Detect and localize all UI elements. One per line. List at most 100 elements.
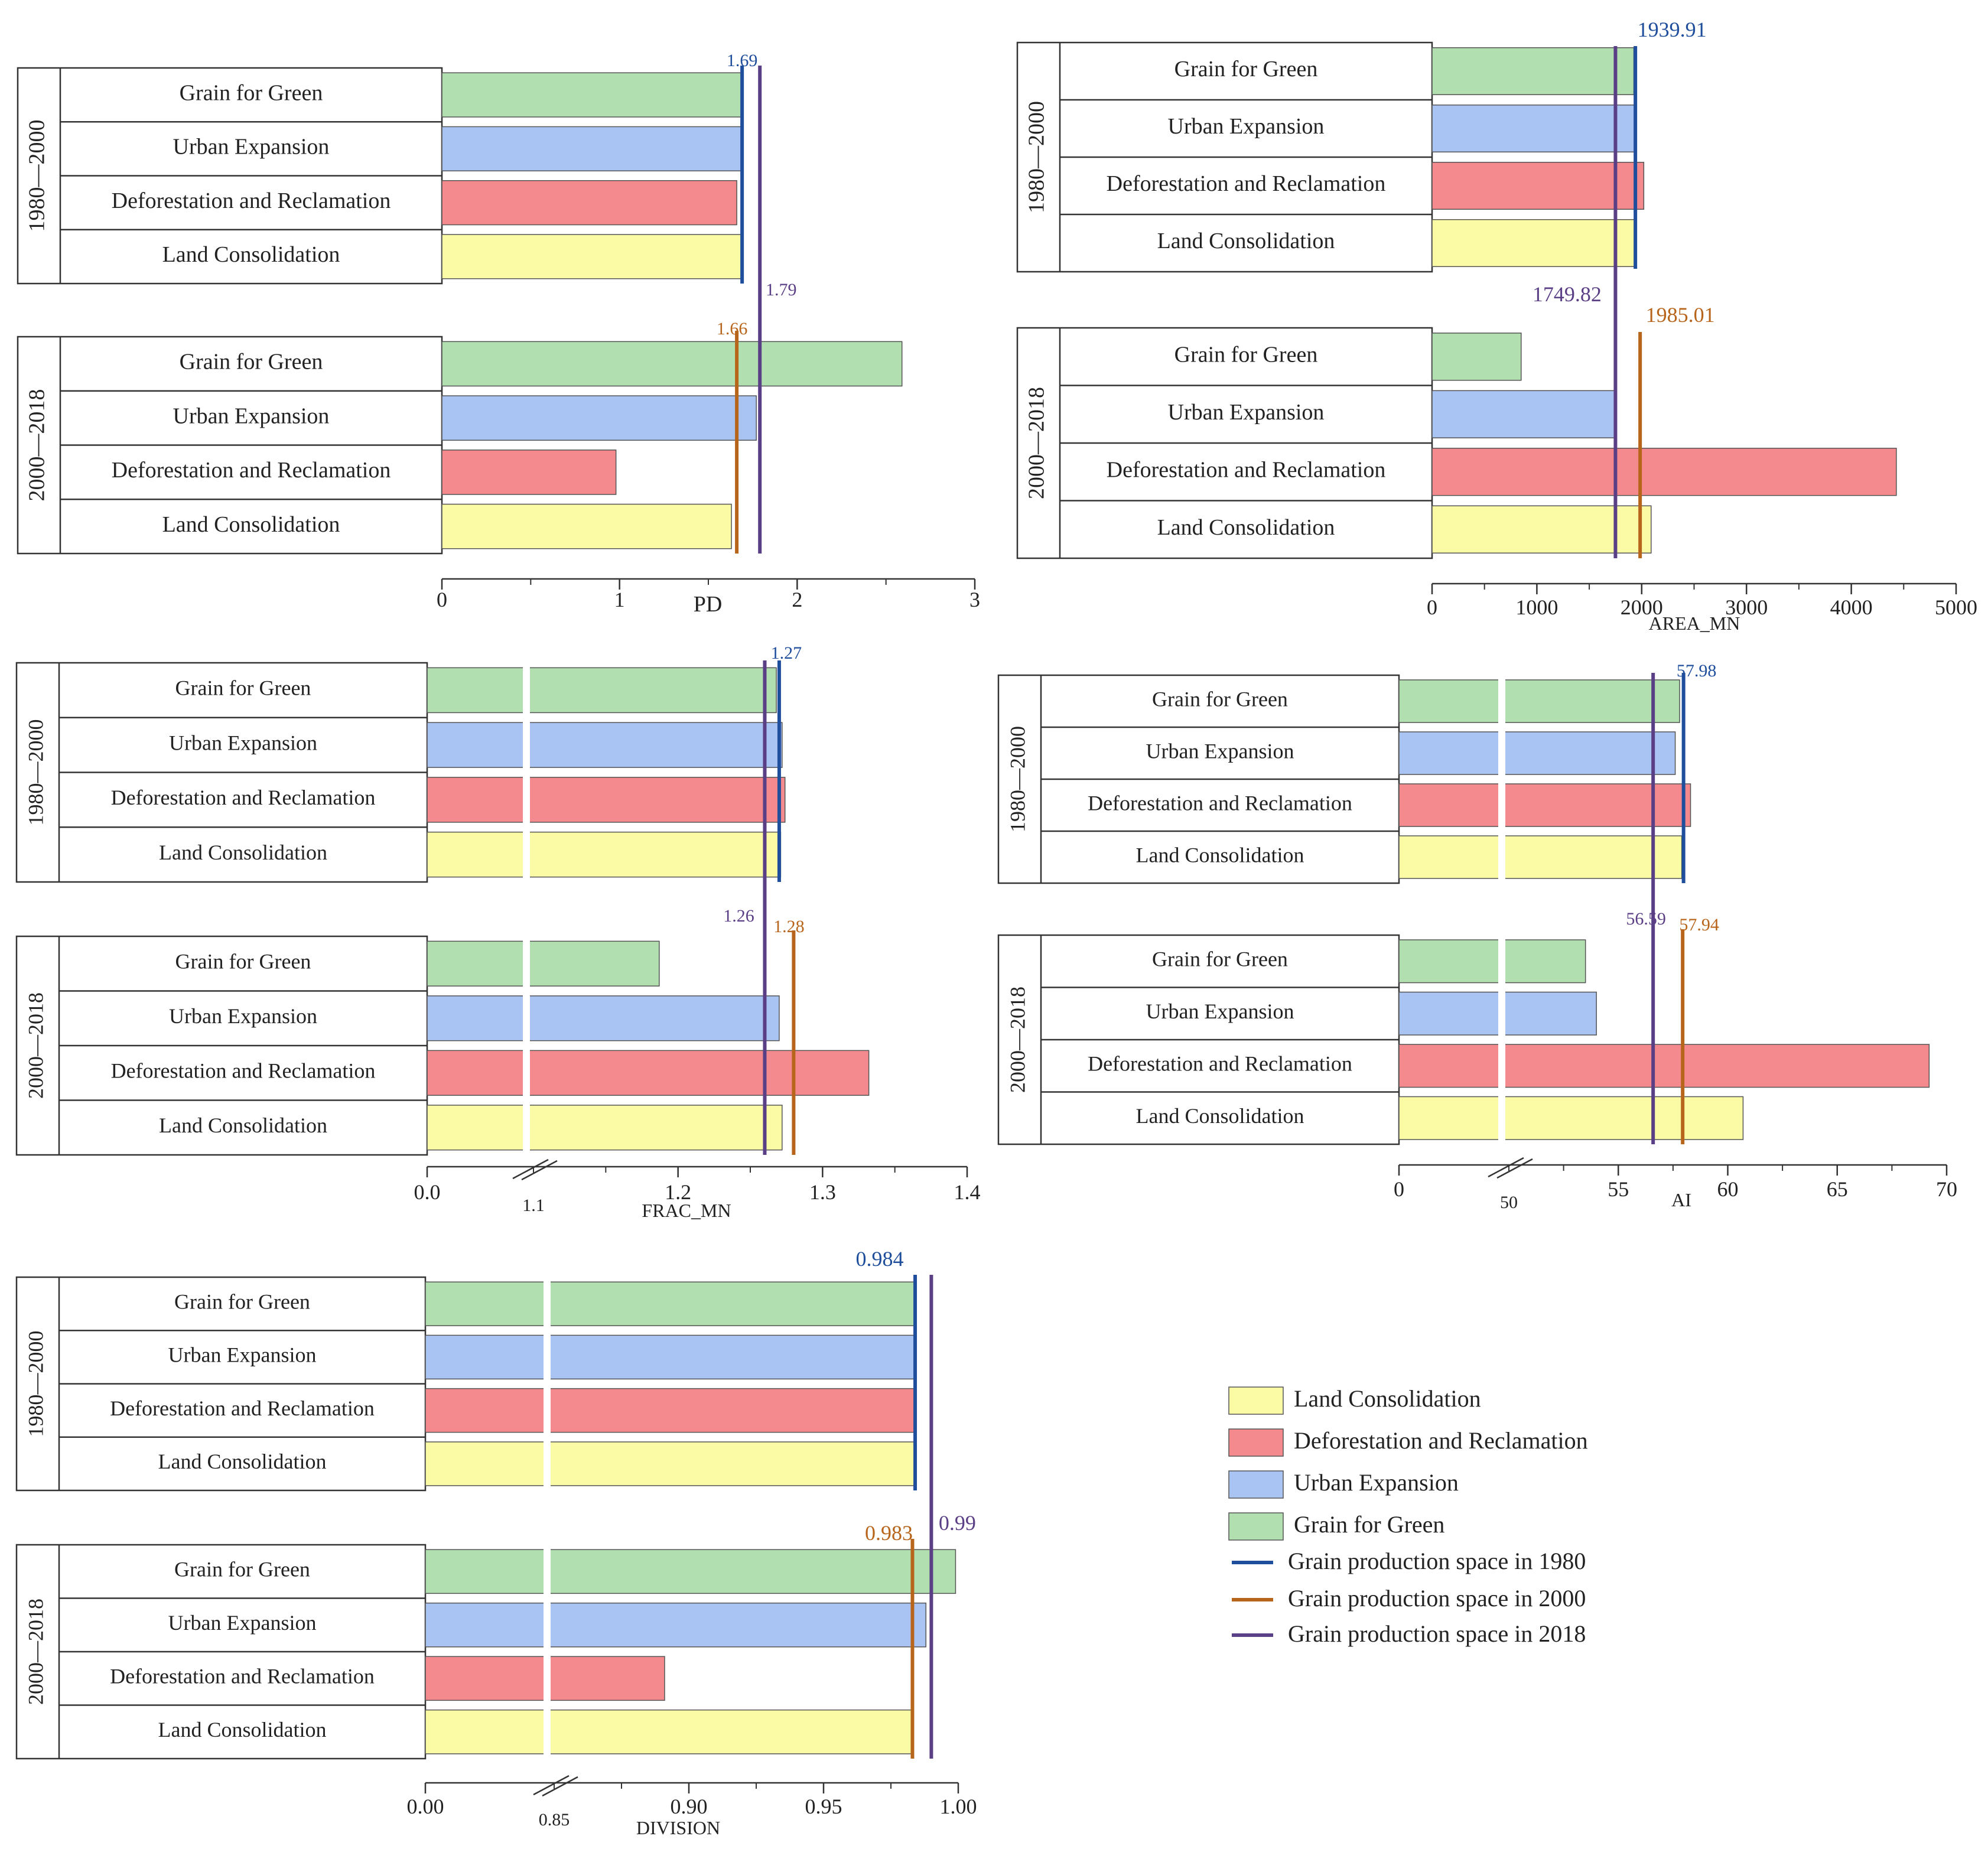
category-label: Land Consolidation: [159, 1114, 327, 1137]
period-label: 1980—2000: [24, 720, 47, 826]
axis-break-label: 50: [1500, 1193, 1518, 1212]
bar-urban-expansion: [427, 722, 783, 768]
x-tick-label: 1: [614, 588, 625, 611]
bar-urban-expansion: [441, 395, 757, 441]
reference-label-2018: 1.26: [723, 906, 754, 926]
period-block: 2000—2018 Grain for Green Urban Expansion D…: [15, 935, 870, 1156]
x-axis-title: AREA_MN: [1649, 613, 1740, 634]
reference-label-2018: 1.79: [766, 280, 797, 300]
x-axis: 55 60 65 70 0 50 AI: [1394, 1157, 1957, 1212]
bar-deforestation-and-reclamation: [1431, 161, 1645, 210]
period-block: 1980—2000 Grain for Green Urban Expansion D…: [17, 67, 743, 285]
x-tick-label: 2000: [1621, 595, 1663, 619]
category-label: Urban Expansion: [1168, 114, 1325, 139]
category-label: Urban Expansion: [173, 135, 330, 159]
x-tick-label: 4000: [1830, 595, 1873, 619]
period-label: 2000—2018: [1006, 987, 1029, 1093]
category-label: Urban Expansion: [1146, 739, 1294, 763]
category-label: Land Consolidation: [158, 1450, 327, 1473]
bar-urban-expansion: [1431, 104, 1635, 153]
category-label: Grain for Green: [174, 1290, 310, 1313]
bar-land-consolidation: [1398, 1096, 1744, 1140]
bar-urban-expansion: [427, 995, 780, 1041]
legend-label-grain-for-green: Grain for Green: [1294, 1511, 1444, 1538]
x-tick-label: 1.2: [665, 1180, 691, 1204]
category-label: Urban Expansion: [169, 731, 317, 754]
period-label: 1980—2000: [1006, 726, 1029, 832]
period-label: 2000—2018: [1024, 387, 1049, 499]
category-label: Land Consolidation: [1157, 515, 1335, 540]
bar-urban-expansion: [1398, 991, 1597, 1036]
x-tick-label: 0.95: [805, 1795, 842, 1818]
category-label: Land Consolidation: [162, 242, 340, 267]
chart-ai: 1980—2000 Grain for Green Urban Expansion D…: [997, 661, 1957, 1212]
bar-grain-for-green: [1398, 939, 1586, 984]
bar-land-consolidation: [1431, 219, 1636, 268]
category-label: Deforestation and Reclamation: [1088, 1052, 1352, 1076]
period-label: 2000—2018: [24, 1599, 47, 1705]
x-axis: 0.90 0.95 1.00 0.00 0.85 DIVISION: [407, 1775, 977, 1838]
bar-grain-for-green: [1431, 47, 1635, 96]
category-label: Deforestation and Reclamation: [112, 188, 391, 213]
bar-grain-for-green: [1398, 679, 1680, 723]
bar-deforestation-and-reclamation: [425, 1388, 916, 1433]
axis-break-gap: [1498, 674, 1505, 1145]
category-label: Urban Expansion: [1146, 1000, 1294, 1023]
period-label: 1980—2000: [1024, 101, 1049, 213]
bar-grain-for-green: [1431, 333, 1522, 381]
category-label: Land Consolidation: [1157, 229, 1335, 253]
x-tick-label: 3000: [1725, 595, 1768, 619]
category-label: Deforestation and Reclamation: [111, 786, 376, 809]
legend-swatch-urban-expansion: [1228, 1470, 1284, 1499]
reference-label-1980: 0.984: [856, 1247, 904, 1271]
category-label: Grain for Green: [180, 80, 323, 105]
category-label: Urban Expansion: [173, 403, 330, 428]
legend-swatch-land-consolidation: [1228, 1386, 1284, 1415]
bar-deforestation-and-reclamation: [427, 777, 786, 823]
category-label: Grain for Green: [1174, 342, 1318, 367]
axis-break-label: 0.85: [539, 1810, 570, 1830]
bar-land-consolidation: [441, 503, 732, 549]
axis-break-mark: [1496, 1158, 1533, 1179]
bar-urban-expansion: [1398, 731, 1676, 775]
x-tick-label: 55: [1608, 1177, 1629, 1201]
bar-deforestation-and-reclamation: [1398, 1044, 1930, 1088]
legend-swatch-deforestation-and-reclamation: [1228, 1428, 1284, 1457]
category-label: Grain for Green: [1152, 687, 1288, 711]
period-label: 2000—2018: [25, 389, 50, 502]
chart-pd: 1980—2000 Grain for Green Urban Expansion D…: [17, 51, 980, 617]
category-label: Deforestation and Reclamation: [112, 458, 391, 483]
period-block: 1980—2000 Grain for Green Urban Expansion D…: [15, 1276, 916, 1492]
axis-break-gap: [544, 1276, 551, 1760]
bar-grain-for-green: [441, 72, 743, 118]
category-label: Grain for Green: [175, 950, 311, 974]
category-label: Urban Expansion: [168, 1343, 317, 1367]
axis-break-gap: [523, 662, 530, 1156]
x-tick-label: 1.00: [940, 1795, 977, 1818]
reference-label-1980: 1.27: [771, 643, 802, 663]
period-block: 1980—2000 Grain for Green Urban Expansion D…: [997, 674, 1691, 884]
x-axis-title: AI: [1671, 1189, 1691, 1210]
x-axis-title: FRAC_MN: [642, 1200, 731, 1221]
bar-deforestation-and-reclamation: [1431, 448, 1897, 496]
period-block: 1980—2000 Grain for Green Urban Expansion D…: [1016, 41, 1645, 273]
x-tick-label: 2: [792, 588, 802, 611]
x-tick-label: 0: [1427, 595, 1437, 619]
category-label: Grain for Green: [174, 1558, 310, 1581]
x-tick-label: 0.90: [671, 1795, 708, 1818]
x-tick-label: 1.3: [809, 1180, 836, 1204]
period-block: 1980—2000 Grain for Green Urban Expansion D…: [15, 662, 786, 883]
x-tick-label: 3: [969, 588, 980, 611]
x-tick-label: 1000: [1515, 595, 1558, 619]
bar-urban-expansion: [1431, 390, 1616, 438]
reference-label-2000: 1.28: [773, 917, 805, 936]
bar-grain-for-green: [427, 940, 660, 987]
x-axis: 0 1 2 3 PD: [437, 578, 980, 617]
legend-label-urban-expansion: Urban Expansion: [1294, 1469, 1459, 1496]
x-tick-label: 5000: [1935, 595, 1977, 619]
legend-label-deforestation-and-reclamation: Deforestation and Reclamation: [1294, 1427, 1588, 1454]
axis-break-mark: [521, 1160, 558, 1181]
bar-deforestation-and-reclamation: [427, 1050, 870, 1096]
chart-division: 1980—2000 Grain for Green Urban Expansion D…: [15, 1247, 977, 1838]
bar-grain-for-green: [427, 667, 777, 714]
